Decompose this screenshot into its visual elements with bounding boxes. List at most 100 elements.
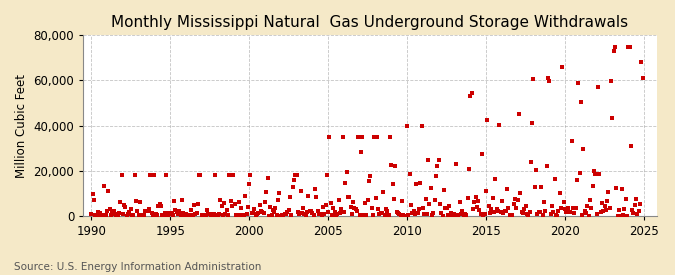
Point xyxy=(475,212,486,216)
Point xyxy=(206,213,217,218)
Point xyxy=(134,200,145,204)
Point xyxy=(395,213,406,217)
Point xyxy=(354,212,365,217)
Point xyxy=(310,186,321,191)
Point xyxy=(439,188,450,192)
Point xyxy=(140,209,151,213)
Point xyxy=(335,211,346,215)
Point xyxy=(568,206,578,210)
Point xyxy=(390,164,401,168)
Point xyxy=(87,192,98,196)
Point xyxy=(435,202,446,206)
Y-axis label: Million Cubic Feet: Million Cubic Feet xyxy=(15,74,28,178)
Point xyxy=(548,210,559,214)
Point xyxy=(98,213,109,218)
Point xyxy=(142,209,153,213)
Point xyxy=(252,212,263,216)
Point xyxy=(90,213,101,218)
Point xyxy=(313,212,324,216)
Point xyxy=(362,198,373,202)
Point xyxy=(356,150,367,154)
Point xyxy=(311,195,322,199)
Point xyxy=(195,173,206,178)
Point xyxy=(256,209,267,213)
Point xyxy=(209,173,220,178)
Point xyxy=(260,200,271,204)
Point xyxy=(418,206,429,210)
Point xyxy=(259,211,269,215)
Point xyxy=(623,45,634,49)
Point xyxy=(345,205,356,210)
Point xyxy=(329,210,340,214)
Point xyxy=(91,213,102,218)
Point xyxy=(557,65,568,69)
Point xyxy=(182,213,192,217)
Point xyxy=(320,203,331,207)
Point xyxy=(308,213,319,217)
Point xyxy=(387,182,398,187)
Point xyxy=(171,210,182,214)
Point xyxy=(109,211,120,216)
Point xyxy=(169,199,180,203)
Point xyxy=(350,207,361,211)
Point xyxy=(524,209,535,214)
Point xyxy=(254,203,265,207)
Point xyxy=(487,196,498,200)
Point xyxy=(141,209,152,213)
Point xyxy=(133,213,144,217)
Point xyxy=(469,200,480,205)
Point xyxy=(137,213,148,218)
Point xyxy=(365,174,376,179)
Point xyxy=(399,214,410,218)
Point xyxy=(94,214,105,218)
Point xyxy=(394,212,404,216)
Point xyxy=(187,213,198,218)
Point xyxy=(589,169,599,173)
Point xyxy=(593,85,603,90)
Point xyxy=(504,212,515,217)
Point xyxy=(579,209,590,213)
Point xyxy=(629,203,640,208)
Point xyxy=(113,210,124,215)
Point xyxy=(533,210,544,214)
Point xyxy=(615,214,626,218)
Point xyxy=(224,173,235,178)
Point xyxy=(104,207,115,211)
Point xyxy=(407,210,418,215)
Point xyxy=(196,213,207,218)
Point xyxy=(400,213,411,218)
Point xyxy=(198,213,209,218)
Point xyxy=(453,214,464,218)
Point xyxy=(618,213,628,217)
Point xyxy=(364,179,375,183)
Point xyxy=(432,164,443,169)
Point xyxy=(367,213,378,217)
Point xyxy=(344,195,354,199)
Point xyxy=(595,210,606,214)
Point xyxy=(556,206,566,210)
Point xyxy=(636,60,647,64)
Point xyxy=(307,210,318,215)
Point xyxy=(279,211,290,216)
Point xyxy=(95,211,106,215)
Point xyxy=(392,211,403,215)
Point xyxy=(562,206,573,210)
Point xyxy=(213,212,224,217)
Point xyxy=(586,206,597,210)
Point xyxy=(240,194,250,199)
Point xyxy=(478,214,489,218)
Point xyxy=(219,201,230,205)
Point xyxy=(207,213,218,217)
Point xyxy=(188,202,199,207)
Point xyxy=(232,213,243,217)
Point xyxy=(605,79,616,83)
Point xyxy=(423,158,433,162)
Point xyxy=(353,135,364,139)
Point xyxy=(183,213,194,218)
Point xyxy=(325,201,336,205)
Point xyxy=(166,211,177,215)
Point xyxy=(157,213,167,217)
Point xyxy=(290,173,300,178)
Point xyxy=(203,212,214,217)
Point xyxy=(449,212,460,216)
